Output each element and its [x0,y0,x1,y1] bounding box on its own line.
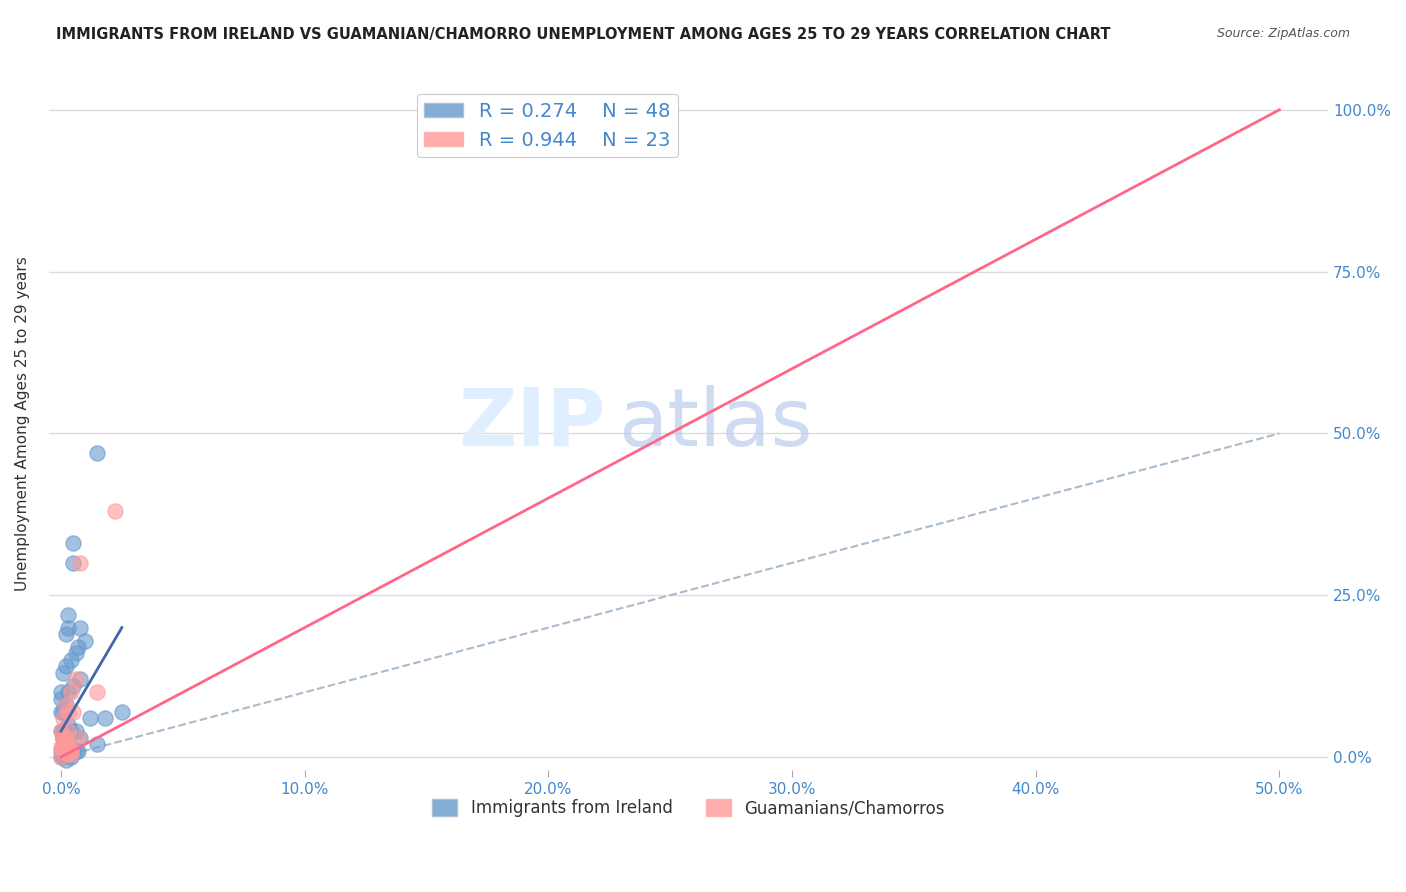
Point [59,750,82,764]
Point [52,731,75,745]
Point [65,647,87,661]
Point [86,446,108,460]
Point [49,743,72,757]
Point [86,737,108,751]
Point [58,737,80,751]
Y-axis label: Unemployment Among Ages 25 to 29 years: Unemployment Among Ages 25 to 29 years [15,256,30,591]
Point [49,750,72,764]
Point [55,737,77,751]
Point [69,673,91,687]
Point [58,737,80,751]
Point [55,731,77,745]
Text: Source: ZipAtlas.com: Source: ZipAtlas.com [1216,27,1350,40]
Point [58,717,80,731]
Point [59,685,82,699]
Point [62,556,84,570]
Point [86,685,108,699]
Point [65,673,87,687]
Point [58,743,80,757]
Point [58,747,80,761]
Point [79,711,101,725]
Text: ZIP: ZIP [458,384,606,463]
Point [55,737,77,751]
Point [49,740,72,755]
Point [49,705,72,719]
Point [69,556,91,570]
Point [49,691,72,706]
Point [59,724,82,739]
Point [49,750,72,764]
Point [66,640,89,654]
Point [75,633,97,648]
Point [59,743,82,757]
Point [62,705,84,719]
Point [58,737,80,751]
Point [58,685,80,699]
Point [66,731,89,745]
Point [55,698,77,713]
Point [62,536,84,550]
Legend: Immigrants from Ireland, Guamanians/Chamorros: Immigrants from Ireland, Guamanians/Cham… [426,792,952,824]
Point [52,750,75,764]
Point [55,698,77,713]
Point [52,737,75,751]
Point [52,731,75,745]
Point [52,711,75,725]
Point [62,679,84,693]
Point [58,724,80,739]
Text: IMMIGRANTS FROM IRELAND VS GUAMANIAN/CHAMORRO UNEMPLOYMENT AMONG AGES 25 TO 29 Y: IMMIGRANTS FROM IRELAND VS GUAMANIAN/CHA… [56,27,1111,42]
Point [59,653,82,667]
Point [52,724,75,739]
Point [52,743,75,757]
Point [58,621,80,635]
Point [49,685,72,699]
Point [62,743,84,757]
Point [49,724,72,739]
Point [94,711,117,725]
Point [52,731,75,745]
Point [103,504,125,518]
Point [52,705,75,719]
Point [59,747,82,761]
Point [55,731,77,745]
Point [55,753,77,767]
Point [65,724,87,739]
Text: atlas: atlas [619,384,813,463]
Point [65,743,87,757]
Point [58,705,80,719]
Point [58,607,80,622]
Point [52,747,75,761]
Point [111,705,134,719]
Point [66,743,89,757]
Point [69,621,91,635]
Point [59,747,82,761]
Point [55,659,77,673]
Point [55,627,77,641]
Point [49,724,72,739]
Point [52,665,75,680]
Point [69,731,91,745]
